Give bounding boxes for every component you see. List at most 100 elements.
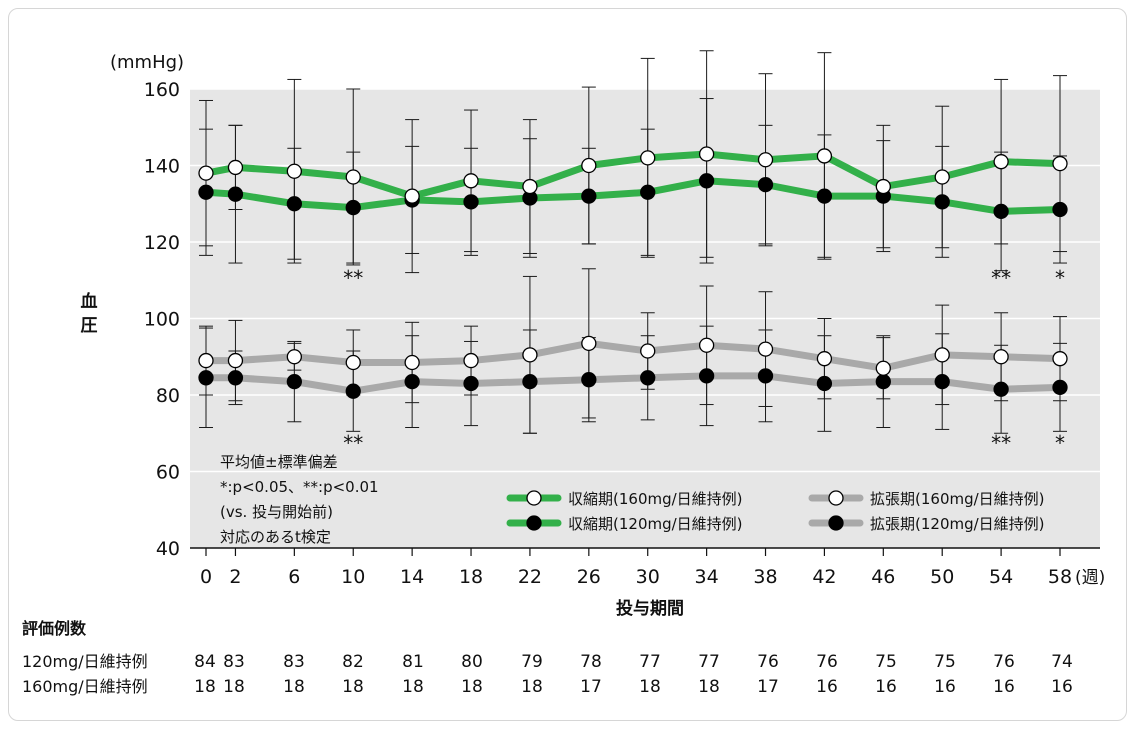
series-line	[202, 372, 1064, 395]
count-cell: 18	[639, 677, 661, 697]
count-cell: 76	[757, 652, 779, 672]
data-point	[286, 196, 302, 212]
count-cell: 75	[934, 652, 956, 672]
data-point	[757, 176, 774, 193]
count-cell: 17	[757, 677, 779, 697]
y-tick-labels: 40 60 80 100 120 140 160	[144, 79, 180, 560]
x-tick-label: 58	[1048, 566, 1072, 588]
statistics-annotation: 平均値±標準偏差 *:p<0.05、**:p<0.01 (vs. 投与開始前) 対応の…	[220, 453, 379, 546]
count-cell: 76	[993, 652, 1015, 672]
significance-marks: ** ** *** ** *	[343, 266, 1065, 455]
data-point	[463, 352, 479, 369]
data-point	[581, 372, 597, 388]
series-3	[202, 372, 1064, 395]
count-table-title: 評価例数	[22, 619, 87, 638]
count-cell: 74	[1051, 652, 1073, 672]
x-tick-label: 38	[753, 566, 777, 588]
x-tick-label: 14	[400, 566, 424, 588]
significance-mark: *	[1055, 266, 1065, 290]
data-point	[463, 173, 479, 189]
x-axis: 0 2 6 10 14 18 22 26 30 34 38 42 46 50 54 58 (週)	[190, 547, 1105, 588]
count-cell: 18	[223, 677, 245, 697]
legend-item: 収縮期(120mg/日維持例)	[506, 515, 743, 533]
annotation-line: 対応のあるt検定	[220, 528, 331, 546]
data-point	[934, 194, 950, 210]
chart-frame	[8, 8, 1127, 721]
data-point	[227, 370, 244, 386]
data-point	[404, 188, 420, 204]
x-tick-label: 54	[989, 566, 1013, 588]
annotation-line: (vs. 投与開始前)	[220, 503, 333, 521]
data-point	[198, 352, 214, 369]
series-2	[202, 339, 1064, 372]
data-point	[934, 347, 950, 363]
y-axis-title-char: 圧	[81, 316, 98, 336]
legend-item: 拡張期(120mg/日維持例)	[808, 515, 1045, 533]
data-point	[522, 373, 538, 390]
data-point	[993, 381, 1009, 397]
series-line	[202, 177, 1064, 215]
count-cell: 83	[283, 652, 305, 672]
x-tick-label: 50	[930, 566, 954, 588]
data-point	[993, 203, 1009, 220]
x-tick-label: 6	[288, 566, 300, 588]
count-row-label: 120mg/日維持例	[22, 652, 148, 671]
data-point	[198, 184, 214, 200]
count-cell: 18	[461, 677, 483, 697]
x-tick-label: 2	[229, 566, 241, 588]
data-point	[640, 184, 656, 200]
series-layer	[198, 50, 1068, 434]
legend-label: 拡張期(120mg/日維持例)	[870, 515, 1045, 533]
legend-label: 収縮期(120mg/日維持例)	[568, 515, 743, 533]
count-cell: 75	[875, 652, 897, 672]
data-point	[816, 148, 833, 164]
x-tick-label: 34	[695, 566, 719, 588]
data-point	[463, 375, 479, 392]
data-point	[581, 335, 597, 352]
y-tick-label: 100	[144, 309, 180, 331]
significance-mark: *	[1055, 431, 1065, 455]
series-line	[202, 150, 1064, 200]
data-point	[198, 165, 214, 181]
data-point	[227, 186, 244, 202]
legend-label: 拡張期(160mg/日維持例)	[870, 490, 1045, 508]
data-point	[698, 173, 715, 189]
data-point	[640, 150, 656, 166]
data-point	[934, 373, 950, 390]
count-cell: 18	[521, 677, 543, 697]
data-point	[463, 194, 479, 210]
y-tick-label: 140	[144, 156, 180, 178]
x-axis-title: 投与期間	[616, 598, 684, 619]
data-point	[286, 373, 302, 390]
legend-label: 収縮期(160mg/日維持例)	[568, 490, 743, 508]
count-cell: 18	[698, 677, 720, 697]
count-cell: 16	[875, 677, 897, 697]
data-point	[816, 188, 833, 204]
count-cell: 18	[283, 677, 305, 697]
series-0	[202, 150, 1064, 200]
data-point	[522, 178, 538, 195]
legend-swatch-marker	[526, 490, 542, 506]
count-cell: 16	[993, 677, 1015, 697]
data-point	[698, 146, 715, 162]
y-tick-label: 160	[144, 79, 180, 101]
data-point	[875, 360, 891, 376]
count-cell: 81	[402, 652, 424, 672]
data-point	[404, 373, 420, 390]
y-axis-title-char: 血	[81, 291, 98, 312]
data-point	[1052, 379, 1068, 396]
count-cell: 79	[521, 652, 543, 672]
legend-swatch-marker	[828, 490, 844, 506]
data-point	[993, 154, 1009, 170]
data-point	[286, 349, 302, 365]
x-tick-label: 10	[341, 566, 365, 588]
data-point	[404, 354, 420, 371]
legend: 収縮期(160mg/日維持例) 収縮期(120mg/日維持例) 拡張期(160mg/…	[506, 490, 1045, 533]
count-cell: 16	[1051, 677, 1073, 697]
markers-1	[198, 173, 1068, 220]
count-cell: 78	[580, 652, 602, 672]
count-cell: 82	[342, 652, 364, 672]
data-point	[875, 178, 891, 195]
count-cell: 17	[580, 677, 602, 697]
